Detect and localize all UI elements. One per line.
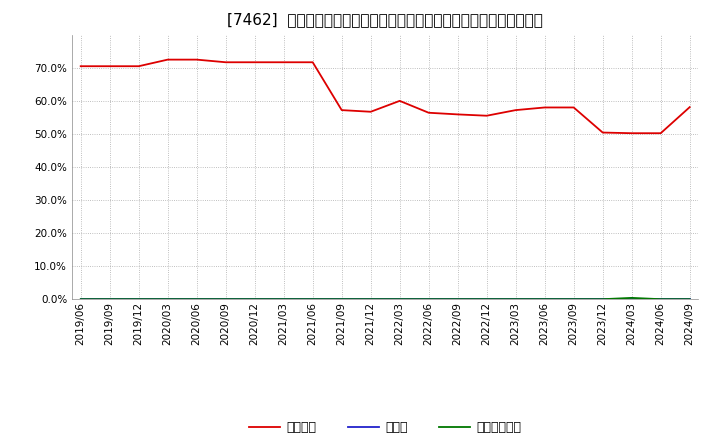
- 繰延税金資産: [424, 297, 433, 302]
- のれん: [657, 297, 665, 302]
- のれん: [395, 297, 404, 302]
- 自己資本: [135, 63, 143, 69]
- 自己資本: [366, 109, 375, 114]
- 自己資本: [221, 59, 230, 65]
- 自己資本: [163, 57, 172, 62]
- 繰延税金資産: [192, 297, 201, 302]
- 繰延税金資産: [163, 297, 172, 302]
- 繰延税金資産: [541, 297, 549, 302]
- 繰延税金資産: [366, 297, 375, 302]
- 繰延税金資産: [511, 297, 520, 302]
- のれん: [627, 297, 636, 302]
- 自己資本: [192, 57, 201, 62]
- のれん: [192, 297, 201, 302]
- のれん: [76, 297, 85, 302]
- 自己資本: [338, 107, 346, 113]
- 自己資本: [76, 63, 85, 69]
- 自己資本: [570, 105, 578, 110]
- 自己資本: [251, 59, 259, 65]
- 繰延税金資産: [627, 295, 636, 301]
- 自己資本: [308, 59, 317, 65]
- 自己資本: [454, 112, 462, 117]
- 繰延税金資産: [251, 297, 259, 302]
- 自己資本: [627, 131, 636, 136]
- のれん: [366, 297, 375, 302]
- 繰延税金資産: [338, 297, 346, 302]
- のれん: [570, 297, 578, 302]
- Legend: 自己資本, のれん, 繰延税金資産: 自己資本, のれん, 繰延税金資産: [244, 416, 526, 439]
- 繰延税金資産: [105, 297, 114, 302]
- 自己資本: [511, 107, 520, 113]
- 繰延税金資産: [76, 297, 85, 302]
- のれん: [221, 297, 230, 302]
- のれん: [598, 297, 607, 302]
- Line: 繰延税金資産: 繰延税金資産: [81, 298, 690, 299]
- のれん: [482, 297, 491, 302]
- のれん: [308, 297, 317, 302]
- 自己資本: [482, 113, 491, 118]
- 繰延税金資産: [308, 297, 317, 302]
- のれん: [279, 297, 288, 302]
- Line: 自己資本: 自己資本: [81, 59, 690, 133]
- 繰延税金資産: [685, 297, 694, 302]
- のれん: [251, 297, 259, 302]
- のれん: [338, 297, 346, 302]
- 自己資本: [657, 131, 665, 136]
- のれん: [454, 297, 462, 302]
- 繰延税金資産: [482, 297, 491, 302]
- 繰延税金資産: [221, 297, 230, 302]
- のれん: [135, 297, 143, 302]
- 繰延税金資産: [598, 297, 607, 302]
- 自己資本: [279, 59, 288, 65]
- Title: [7462]  自己資本、のれん、繰延税金資産の総資産に対する比率の推移: [7462] 自己資本、のれん、繰延税金資産の総資産に対する比率の推移: [228, 12, 543, 27]
- のれん: [105, 297, 114, 302]
- のれん: [424, 297, 433, 302]
- 繰延税金資産: [395, 297, 404, 302]
- のれん: [163, 297, 172, 302]
- 繰延税金資産: [657, 297, 665, 302]
- のれん: [685, 297, 694, 302]
- 自己資本: [598, 130, 607, 135]
- のれん: [511, 297, 520, 302]
- 自己資本: [541, 105, 549, 110]
- のれん: [541, 297, 549, 302]
- 繰延税金資産: [279, 297, 288, 302]
- 繰延税金資産: [135, 297, 143, 302]
- 自己資本: [395, 98, 404, 103]
- 自己資本: [424, 110, 433, 115]
- 繰延税金資産: [454, 297, 462, 302]
- 繰延税金資産: [570, 297, 578, 302]
- 自己資本: [105, 63, 114, 69]
- 自己資本: [685, 105, 694, 110]
